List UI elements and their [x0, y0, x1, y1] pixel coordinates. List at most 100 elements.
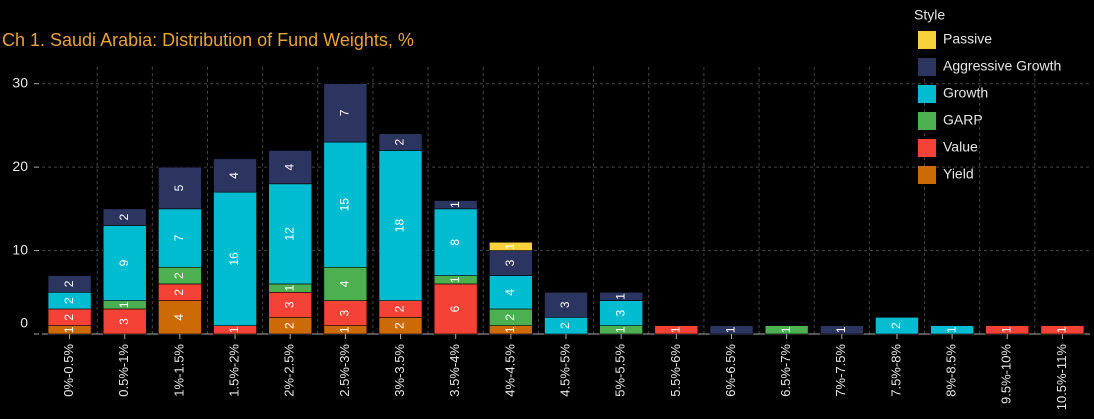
segment-label: 1 — [1055, 326, 1069, 333]
segment-label: 9 — [117, 259, 131, 266]
x-tick-label: 5%-5.5% — [613, 344, 628, 397]
legend-swatch — [918, 31, 936, 49]
segment-label: 2 — [62, 314, 76, 321]
segment-label: 4 — [338, 280, 352, 287]
segment-label: 3 — [117, 318, 131, 325]
legend-label: Passive — [943, 31, 992, 47]
bar-segment — [378, 133, 423, 151]
bar-segment — [489, 241, 533, 251]
x-tick-label: 7.5%-8% — [888, 344, 903, 397]
segment-label: 2 — [393, 305, 407, 312]
segment-label: 3 — [282, 301, 296, 308]
bar-segment — [213, 191, 257, 326]
y-tick-label: 0 — [20, 315, 28, 331]
legend-swatch — [918, 112, 936, 130]
segment-label: 2 — [282, 322, 296, 329]
x-tick-label: 8%-8.5% — [944, 344, 959, 397]
x-tick-label: 0.5%-1% — [116, 344, 131, 397]
bar-segment — [47, 275, 92, 293]
segment-label: 2 — [889, 322, 903, 329]
bar-segment — [213, 158, 257, 193]
segment-label: 1 — [834, 326, 848, 333]
segment-label: 1 — [613, 293, 627, 300]
legend-title: Style — [914, 7, 945, 23]
segment-label: 2 — [393, 322, 407, 329]
legend-swatch — [918, 85, 936, 103]
segment-label: 18 — [393, 219, 407, 233]
legend-label: Value — [943, 139, 978, 155]
segment-label: 3 — [558, 301, 572, 308]
segment-label: 1 — [448, 276, 462, 283]
x-tick-label: 0%-0.5% — [61, 344, 76, 397]
segment-label: 4 — [227, 172, 241, 179]
segment-label: 1 — [227, 326, 241, 333]
y-tick-label: 20 — [12, 158, 28, 174]
legend-label: Aggressive Growth — [943, 58, 1061, 74]
legend-label: GARP — [943, 112, 983, 128]
bar-segment — [544, 291, 588, 318]
x-tick-label: 1%-1.5% — [171, 344, 186, 397]
segment-label: 1 — [282, 284, 296, 291]
segment-label: 4 — [282, 163, 296, 170]
segment-label: 8 — [448, 239, 462, 246]
segment-label: 1 — [779, 326, 793, 333]
segment-label: 16 — [227, 252, 241, 266]
x-tick-label: 1.5%-2% — [226, 344, 241, 397]
bar-segment — [433, 208, 478, 276]
legend-label: Yield — [943, 166, 974, 182]
bar-segment — [489, 250, 533, 276]
segment-label: 3 — [613, 309, 627, 316]
segment-label: 2 — [117, 214, 131, 221]
segment-label: 1 — [62, 326, 76, 333]
x-tick-label: 10.5%-11% — [1054, 344, 1069, 411]
bar-segment — [433, 283, 478, 335]
bar-segment — [268, 291, 313, 318]
x-tick-label: 3%-3.5% — [392, 344, 407, 397]
bar-segment — [323, 141, 368, 268]
bar-segment — [489, 275, 533, 310]
x-tick-label: 2%-2.5% — [282, 344, 297, 397]
y-tick-label: 30 — [12, 74, 28, 90]
x-tick-label: 6%-6.5% — [723, 344, 738, 397]
segment-label: 1 — [724, 326, 738, 333]
segment-label: 2 — [393, 138, 407, 145]
bar-segment — [102, 225, 147, 301]
bar-segment — [268, 150, 313, 185]
bar-segment — [323, 83, 368, 143]
legend-swatch — [918, 166, 936, 184]
bar-segment — [599, 300, 643, 326]
segment-label: 1 — [338, 326, 352, 333]
bar-segment — [323, 300, 368, 326]
segment-label: 7 — [172, 234, 186, 241]
segment-label: 2 — [558, 322, 572, 329]
x-tick-label: 4%-4.5% — [502, 344, 517, 397]
segment-label: 2 — [62, 297, 76, 304]
bar-segment — [599, 291, 643, 301]
segment-label: 3 — [338, 309, 352, 316]
bar-segment — [158, 166, 202, 210]
segment-label: 7 — [338, 109, 352, 116]
segment-label: 3 — [503, 259, 517, 266]
x-tick-label: 2.5%-3% — [337, 344, 352, 397]
segment-label: 4 — [503, 289, 517, 296]
bar-segment — [158, 300, 202, 335]
legend-swatch — [918, 139, 936, 157]
x-tick-label: 4.5%-5% — [557, 344, 572, 397]
segment-label: 2 — [172, 289, 186, 296]
x-tick-label: 3.5%-4% — [447, 344, 462, 397]
segment-label: 1 — [503, 326, 517, 333]
legend-swatch — [918, 58, 936, 76]
legend-label: Growth — [943, 85, 988, 101]
segment-label: 6 — [448, 305, 462, 312]
segment-label: 12 — [282, 227, 296, 241]
segment-label: 1 — [944, 326, 958, 333]
segment-label: 1 — [613, 326, 627, 333]
segment-label: 1 — [448, 201, 462, 208]
chart-title: Ch 1. Saudi Arabia: Distribution of Fund… — [2, 30, 414, 50]
segment-label: 1 — [999, 326, 1013, 333]
x-tick-label: 6.5%-7% — [778, 344, 793, 397]
bar-segment — [433, 200, 478, 210]
x-tick-label: 7%-7.5% — [833, 344, 848, 397]
segment-label: 2 — [62, 280, 76, 287]
